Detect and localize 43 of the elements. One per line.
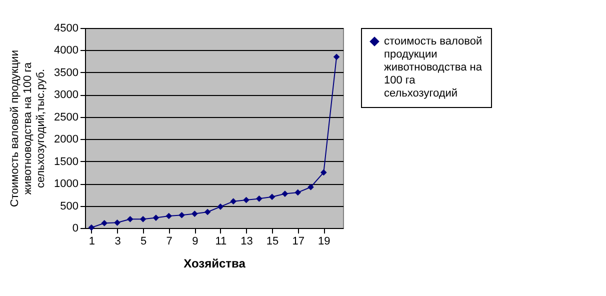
point [320,169,327,176]
y-tick-label: 0 [72,222,78,234]
point [88,224,95,231]
point [282,190,288,197]
y-tick-label: 2000 [54,134,78,146]
point [152,214,160,221]
y-tick-label: 3500 [54,66,78,79]
x-tick-label: 17 [292,236,304,248]
point [333,54,340,60]
x-tick-label: 11 [215,236,227,248]
point [308,184,314,190]
point [166,212,172,220]
x-tick-label: 5 [140,236,147,248]
y-tick-label: 4000 [54,44,78,57]
x-tick-label: 9 [192,236,198,248]
y-tick-label: 500 [60,200,78,212]
x-axis-title: Хозяйства [184,256,246,270]
x-tick-label: 15 [266,236,279,248]
x-tick-label: 3 [114,236,121,248]
point [230,198,237,204]
x-tick-label: 7 [166,236,172,248]
point [217,204,224,210]
y-axis-title: Стоимость валовой продукции животноводства на 100 га сельхозугодий,тыс.руб. [9,50,48,207]
legend-label: стоимость валовой продукции животноводства на 100 га сельхозугодий [384,36,483,100]
point [256,196,262,202]
y-tick-label: 4500 [54,22,78,34]
y-tick-label: 1500 [54,156,78,168]
x-tick-label: 19 [318,236,330,248]
point [140,216,146,222]
point [191,210,198,217]
x-tick-label: 1 [88,236,96,248]
point [204,208,211,216]
y-tick-label: 2500 [54,111,78,124]
x-tick-label: 13 [240,236,253,248]
y-tick-label: 1000 [54,178,78,190]
point [114,220,120,226]
point [178,212,185,218]
point [243,196,250,204]
point [101,220,108,226]
point [268,194,276,200]
y-tick-label: 3000 [54,89,78,102]
point [126,216,134,222]
point [294,189,302,196]
